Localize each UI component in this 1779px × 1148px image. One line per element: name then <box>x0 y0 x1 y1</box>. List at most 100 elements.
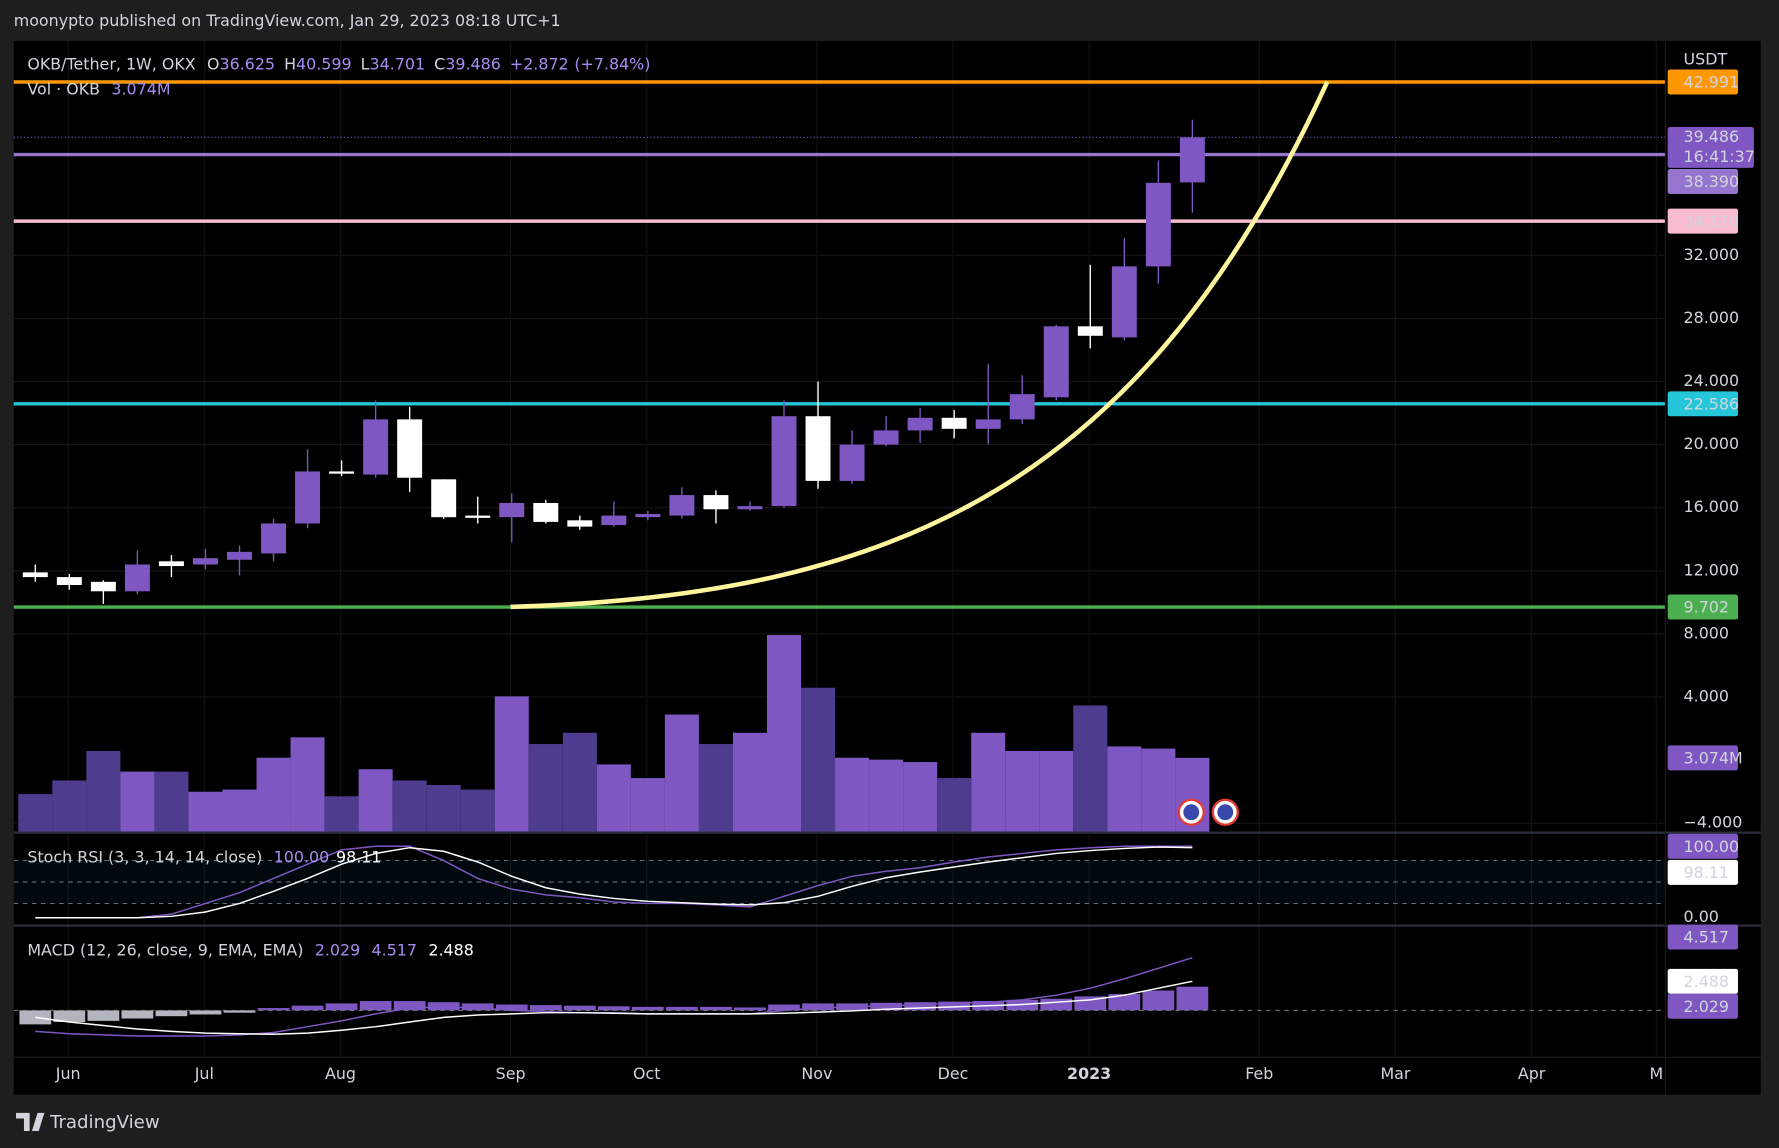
macd-histogram-bar <box>359 1001 392 1011</box>
candle-body <box>22 572 48 578</box>
candle-body <box>295 471 321 524</box>
candle-body <box>158 561 184 567</box>
volume-last-box: 3.074M <box>1684 748 1743 767</box>
x-tick-label: Mar <box>1380 1064 1410 1083</box>
macd-histogram-bar <box>802 1003 834 1011</box>
candle-body <box>805 416 831 481</box>
candle-body <box>703 495 729 510</box>
candle-body <box>669 495 695 516</box>
candle-body <box>567 520 593 527</box>
y-tick-label: 12.000 <box>1684 560 1740 579</box>
candle-body <box>465 515 491 518</box>
stoch-k-last: 100.00 <box>274 847 330 866</box>
macd-last: 4.517 <box>372 940 417 959</box>
level-label-box <box>1667 69 1739 95</box>
volume-last-box-box <box>1667 745 1739 771</box>
stoch-k-line <box>35 845 1193 919</box>
candle-body <box>635 514 661 518</box>
volume-bar <box>358 769 393 832</box>
level-label-box <box>1667 391 1739 417</box>
candle-body <box>839 444 865 481</box>
volume-bar <box>630 778 665 832</box>
macd-histogram-bar <box>631 1006 664 1011</box>
chart-area <box>13 40 1761 1095</box>
volume-bar <box>324 796 359 832</box>
volume-bar <box>1073 705 1108 832</box>
candle-body <box>90 581 116 592</box>
macd-histogram-bar <box>734 1007 766 1011</box>
x-tick-label: Oct <box>633 1064 660 1083</box>
macd-histogram-bar <box>393 1001 426 1011</box>
grid-layer <box>13 40 1666 1058</box>
candle-body <box>771 416 797 507</box>
stoch-k-box-box <box>1667 833 1739 859</box>
macd-histogram-bar <box>666 1006 698 1011</box>
volume-bar <box>1005 751 1040 832</box>
macd-title: MACD (12, 26, close, 9, EMA, EMA) <box>27 940 303 959</box>
macd-histogram-bar <box>223 1010 256 1013</box>
stoch-legend: Stoch RSI (3, 3, 14, 14, close) 100.00 98.… <box>27 847 381 866</box>
volume-legend: Vol · OKB 3.074M <box>27 79 170 98</box>
level-label: 38.390 <box>1684 172 1740 191</box>
y-tick-label: 24.000 <box>1684 371 1740 390</box>
macd-histogram-bar <box>938 1001 971 1011</box>
stoch-k-box: 100.00 <box>1684 837 1740 856</box>
candle-body <box>56 577 82 585</box>
macd-histogram-bar <box>563 1005 596 1011</box>
stoch-tick-label: 0.00 <box>1684 907 1719 926</box>
change-pct: (+7.84%) <box>574 54 650 73</box>
volume-bar <box>222 789 257 832</box>
volume-bar <box>903 762 938 832</box>
macd-signal-box: 2.488 <box>1684 972 1729 991</box>
volume-bar <box>392 780 427 832</box>
level-label: 34.170 <box>1684 212 1740 231</box>
macd-histogram-bar <box>1142 990 1175 1011</box>
volume-bar <box>494 696 529 832</box>
footer-text: TradingView <box>49 1112 160 1133</box>
event-flag[interactable] <box>1177 798 1205 826</box>
macd-last-box: 4.517 <box>1684 928 1729 947</box>
published-line: moonypto published on TradingView.com, J… <box>14 11 561 30</box>
candle-body <box>1145 182 1171 267</box>
indicator-layer <box>13 845 1666 1037</box>
macd-histogram-bar <box>597 1006 630 1011</box>
volume-bar <box>528 744 563 832</box>
x-tick-label: Jun <box>55 1064 81 1083</box>
ohlc-value: 36.625 <box>219 54 275 73</box>
x-tick-label: 2023 <box>1067 1064 1111 1083</box>
level-label: 42.991 <box>1684 73 1740 92</box>
macd-hist-box-box <box>1667 993 1739 1019</box>
volume-bar <box>1107 746 1142 832</box>
volume-bar <box>18 794 53 832</box>
volume-bar <box>1141 748 1176 832</box>
levels-layer <box>13 80 1666 609</box>
macd-histogram-bar <box>121 1010 154 1019</box>
level-label-box <box>1667 169 1739 194</box>
x-tick-label: Aug <box>325 1064 356 1083</box>
footer-logo[interactable]: TradingView <box>16 1112 160 1133</box>
y-tick-label: 4.000 <box>1684 686 1729 705</box>
candle-body <box>601 515 627 526</box>
volume-bar <box>52 780 87 832</box>
candle-body <box>363 419 389 475</box>
candle-body <box>261 523 287 554</box>
stoch-d-box: 98.11 <box>1684 863 1729 882</box>
volume-layer <box>18 635 1210 832</box>
candle-body <box>533 502 559 522</box>
macd-histogram-bar <box>700 1006 732 1011</box>
volume-bar <box>86 751 121 832</box>
volume-bar <box>835 757 870 832</box>
volume-bar <box>460 789 495 832</box>
macd-signal-line <box>35 980 1193 1036</box>
volume-bar <box>732 732 767 832</box>
legend: OKB/Tether, 1W, OKX O36.625 H40.599 L34.701… <box>27 54 650 73</box>
event-flag[interactable] <box>1211 798 1239 826</box>
candle-body <box>1009 394 1035 420</box>
candle-body <box>397 419 423 478</box>
candle-body <box>192 558 218 565</box>
x-tick-label: M <box>1649 1064 1663 1083</box>
macd-histogram-bar <box>53 1010 86 1023</box>
volume-bar <box>256 757 291 832</box>
y-tick-label: −4.000 <box>1684 813 1743 832</box>
